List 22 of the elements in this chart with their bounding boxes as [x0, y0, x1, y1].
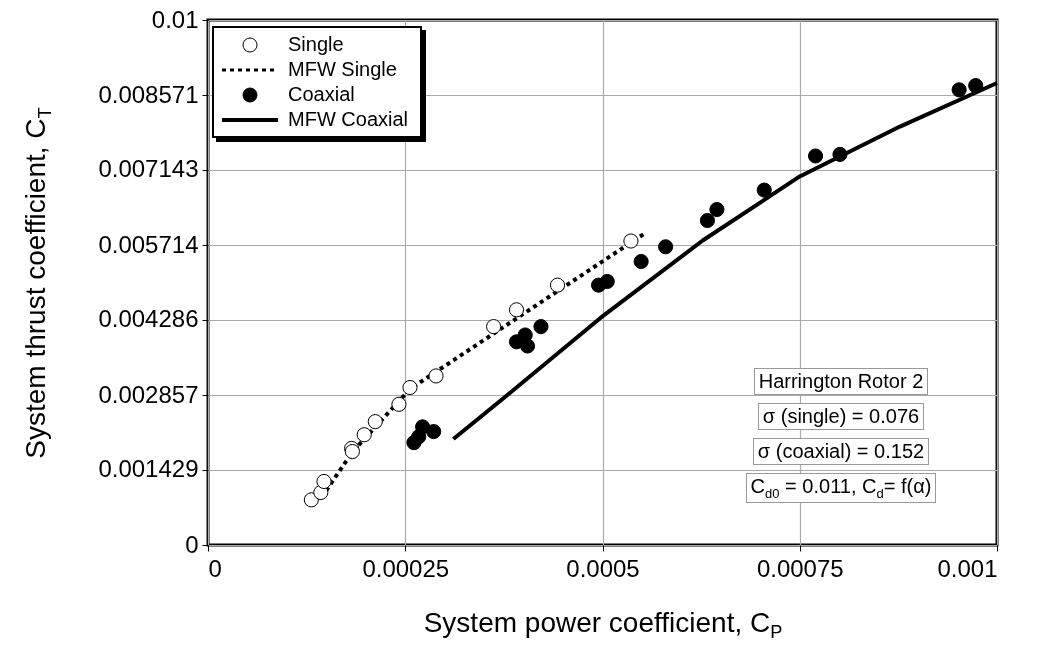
y-tick-label: 0 — [185, 530, 199, 558]
y-tick-label: 0.001429 — [98, 455, 199, 483]
y-tick-label: 0.004286 — [98, 305, 199, 333]
legend-label: Coaxial — [288, 83, 355, 106]
annotation: σ (single) = 0.076 — [757, 403, 925, 430]
x-tick-label: 0.00075 — [756, 554, 844, 582]
annotation: Harrington Rotor 2 — [753, 368, 929, 395]
x-tick-label: 0.0005 — [566, 554, 640, 582]
y-tick-label: 0.01 — [151, 5, 199, 33]
x-tick-label: 0 — [208, 554, 222, 582]
annotation: σ (coaxial) = 0.152 — [752, 438, 930, 465]
x-tick-label: 0.00025 — [362, 554, 450, 582]
annotation: C$_{d0}$ = 0.011, C$_{d}$= f(α) — [745, 473, 937, 503]
y-tick-label: 0.005714 — [98, 230, 199, 258]
legend-label: MFW Coaxial — [288, 108, 409, 131]
y-tick-label: 0.002857 — [98, 380, 199, 408]
x-tick-label: 0.001 — [937, 554, 998, 582]
x-axis-title: System power coefficient, C$_{P}$ — [423, 606, 783, 644]
y-tick-label: 0.008571 — [98, 80, 199, 108]
legend-label: MFW Single — [288, 58, 397, 81]
y-tick-label: 0.007143 — [98, 155, 199, 183]
legend-label: Single — [288, 33, 344, 56]
